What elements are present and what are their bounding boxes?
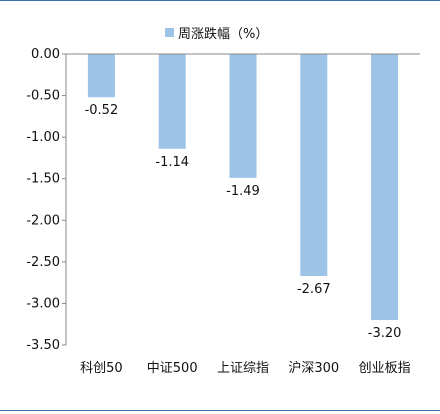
category-label: 创业板指	[359, 361, 411, 376]
data-label: -1.14	[155, 155, 189, 170]
bar	[229, 54, 257, 178]
y-tick-label: -3.00	[26, 296, 60, 311]
bar	[87, 54, 115, 98]
y-tick-label: -1.00	[26, 130, 60, 145]
y-tick-label: 0.00	[31, 47, 60, 62]
bar	[158, 54, 186, 149]
data-label: -2.67	[297, 282, 331, 297]
category-label: 中证500	[147, 361, 198, 376]
bars: -0.52 -1.14 -1.49 -2.67 -3.20	[85, 54, 402, 341]
data-label: -0.52	[85, 103, 119, 118]
top-rule	[0, 0, 440, 1]
x-axis: 科创50 中证500 上证综指 沪深300 创业板指	[66, 53, 420, 376]
y-tick-label: -2.00	[26, 213, 60, 228]
bottom-rule	[0, 410, 440, 411]
data-label: -3.20	[368, 326, 402, 341]
category-label: 科创50	[80, 361, 123, 376]
legend: 周涨跌幅（%）	[165, 26, 268, 42]
bar	[371, 54, 399, 321]
legend-swatch	[165, 28, 174, 37]
y-tick-label: -3.50	[26, 338, 60, 353]
bar	[300, 54, 328, 276]
y-tick-label: -1.50	[26, 172, 60, 187]
y-tick-label: -0.50	[26, 89, 60, 104]
y-axis: 0.00 -0.50 -1.00 -1.50 -2.00 -2.50 -3.00 -3.50	[26, 47, 67, 353]
data-label: -1.49	[226, 184, 260, 199]
y-tick-label: -2.50	[26, 255, 60, 270]
category-label: 上证综指	[217, 361, 269, 376]
legend-label: 周涨跌幅（%）	[178, 26, 268, 42]
category-label: 沪深300	[288, 360, 339, 376]
